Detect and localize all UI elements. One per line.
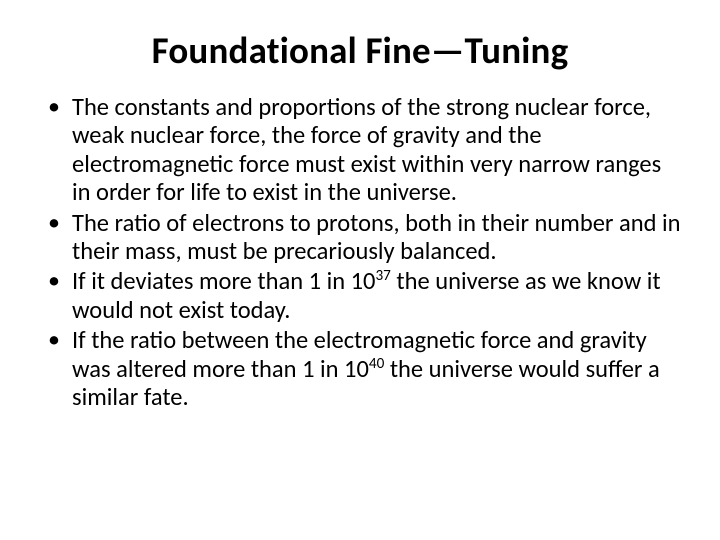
bullet-text: The ratio of electrons to protons, both … [72,208,681,266]
bullet-text-pre: If it deviates more than 1 in 10 [72,266,375,296]
bullet-item: The ratio of electrons to protons, both … [38,209,682,266]
slide-title: Foundational Fine—Tuning [38,28,682,73]
bullet-item: If the ratio between the electromagnetic… [38,326,682,411]
bullet-list: The constants and proportions of the str… [38,93,682,411]
exponent: 40 [369,355,384,373]
bullet-item: The constants and proportions of the str… [38,93,682,207]
exponent: 37 [375,267,390,285]
bullet-text: The constants and proportions of the str… [72,92,661,207]
bullet-item: If it deviates more than 1 in 1037 the u… [38,267,682,324]
